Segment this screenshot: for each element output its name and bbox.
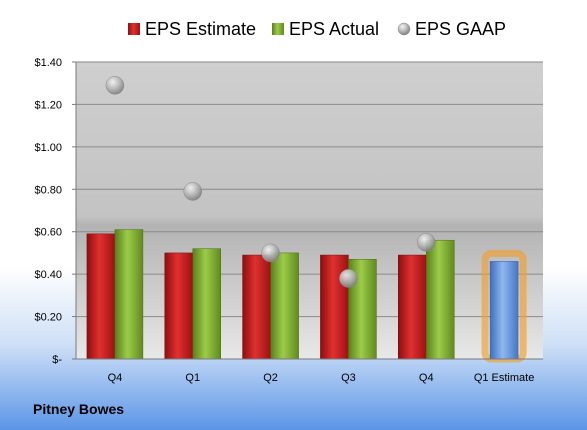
bars [86, 229, 527, 363]
bar-eps-actual [270, 252, 299, 360]
bar-eps-actual [426, 239, 455, 360]
y-tick-label: $- [52, 354, 62, 366]
legend-marker-eps-estimate [128, 23, 140, 35]
bar-eps-estimate [86, 233, 116, 360]
x-tick-label: Q4 [419, 372, 434, 384]
legend-marker-eps-gaap [397, 22, 411, 36]
legend: EPS Estimate EPS Actual EPS GAAP [128, 19, 506, 39]
y-axis: $- $0.20 $0.40 $0.60 $0.80 $1.00 $1.20 $1.40 [34, 57, 77, 366]
point-eps-gaap [261, 243, 280, 263]
y-tick-label: $1.00 [34, 142, 62, 154]
y-tick-label: $0.60 [34, 227, 62, 239]
y-tick-label: $1.40 [34, 57, 62, 69]
point-eps-gaap [417, 233, 436, 252]
plot-area [76, 62, 543, 359]
bar-eps-estimate [242, 254, 271, 360]
gridlines [76, 61, 543, 360]
legend-label: EPS Estimate [145, 19, 256, 39]
y-tick-label: $0.80 [34, 184, 62, 196]
bar-q1-estimate [489, 261, 519, 360]
gaap-points [105, 76, 436, 288]
x-tick-label: Q1 [185, 372, 200, 384]
company-name: Pitney Bowes [33, 401, 125, 417]
legend-marker-eps-actual [272, 23, 284, 35]
point-eps-gaap [339, 269, 358, 288]
point-eps-gaap [105, 76, 125, 95]
bar-eps-estimate [398, 254, 427, 360]
y-tick-label: $0.20 [34, 312, 62, 324]
x-tick-label: Q2 [263, 372, 278, 384]
point-eps-gaap [183, 182, 202, 201]
x-tick-label: Q3 [341, 372, 356, 384]
y-tick-label: $1.20 [34, 99, 62, 111]
legend-label: EPS GAAP [415, 19, 506, 39]
y-tick-label: $0.40 [34, 269, 62, 281]
x-tick-label: Q4 [108, 372, 123, 384]
bar-eps-actual [192, 248, 221, 360]
x-axis: Q4 Q1 Q2 Q3 Q4 Q1 Estimate [76, 358, 543, 384]
bar-eps-estimate [164, 252, 193, 360]
legend-label: EPS Actual [289, 19, 379, 39]
x-tick-label: Q1 Estimate [474, 372, 535, 384]
bar-eps-actual [114, 229, 144, 360]
